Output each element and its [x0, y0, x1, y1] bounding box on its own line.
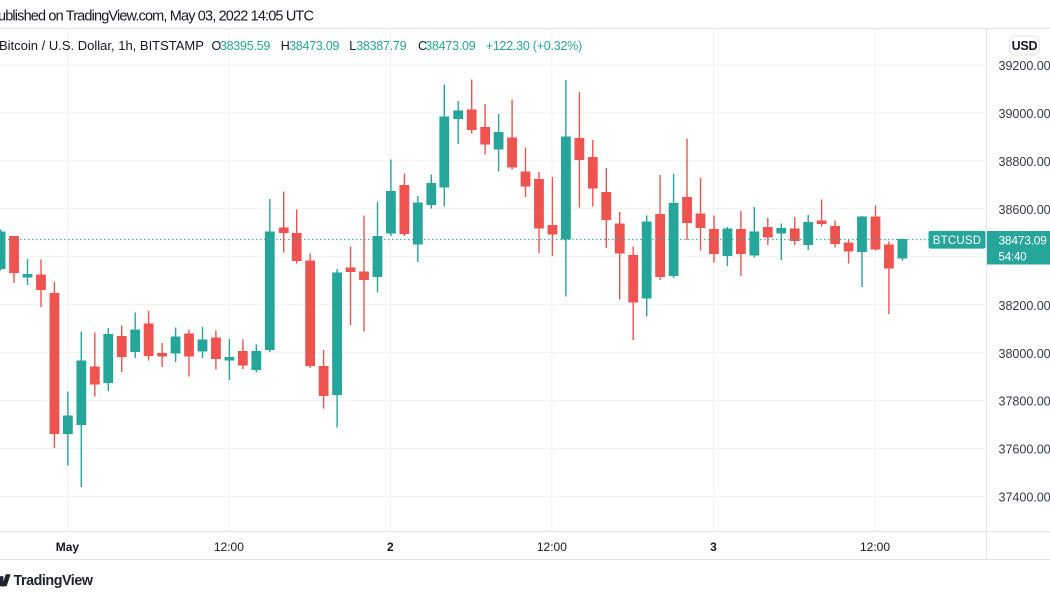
svg-text:39000.00: 39000.00 [999, 107, 1050, 121]
svg-text:O: O [212, 39, 222, 53]
svg-text:C: C [418, 39, 427, 53]
svg-text:37600.00: 37600.00 [999, 443, 1050, 457]
svg-text:BTCUSD: BTCUSD [933, 235, 981, 247]
svg-text:12:00: 12:00 [860, 540, 890, 554]
svg-text:3: 3 [710, 540, 717, 554]
svg-text:39200.00: 39200.00 [999, 59, 1050, 73]
svg-text:38473.09: 38473.09 [999, 233, 1048, 247]
svg-text:38600.00: 38600.00 [999, 203, 1050, 217]
svg-text:ublished on TradingView.com, M: ublished on TradingView.com, May 03, 202… [0, 8, 313, 24]
svg-text:12:00: 12:00 [214, 540, 244, 554]
svg-text:L: L [349, 39, 356, 53]
svg-text:54:40: 54:40 [999, 252, 1027, 264]
svg-text:TradingView: TradingView [14, 573, 94, 589]
svg-text:38800.00: 38800.00 [999, 155, 1050, 169]
svg-text:+122.30 (+0.32%): +122.30 (+0.32%) [486, 39, 582, 53]
svg-text:38000.00: 38000.00 [999, 347, 1050, 361]
svg-text:38473.09: 38473.09 [289, 39, 339, 53]
svg-text:38473.09: 38473.09 [425, 39, 475, 53]
svg-text:38387.79: 38387.79 [356, 39, 406, 53]
svg-text:38200.00: 38200.00 [999, 299, 1050, 313]
svg-text:Bitcoin / U.S. Dollar, 1h, BIT: Bitcoin / U.S. Dollar, 1h, BITSTAMP [0, 38, 204, 53]
svg-text:37800.00: 37800.00 [999, 395, 1050, 409]
svg-text:38395.59: 38395.59 [220, 39, 270, 53]
svg-text:12:00: 12:00 [537, 540, 567, 554]
svg-text:May: May [56, 540, 80, 554]
svg-text:2: 2 [387, 540, 394, 554]
svg-text:37400.00: 37400.00 [999, 491, 1050, 505]
svg-text:H: H [281, 39, 290, 53]
svg-text:USD: USD [1012, 39, 1038, 53]
